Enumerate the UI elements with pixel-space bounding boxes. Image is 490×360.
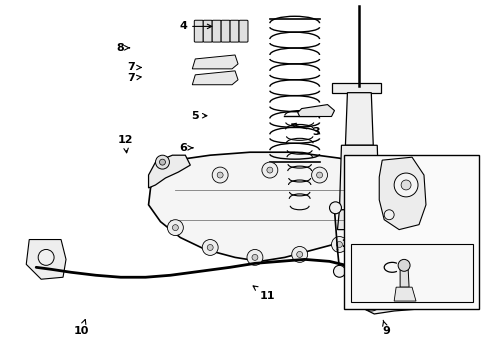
- Circle shape: [217, 172, 223, 178]
- Polygon shape: [379, 157, 426, 230]
- Circle shape: [368, 297, 375, 305]
- Circle shape: [252, 255, 258, 260]
- Circle shape: [329, 202, 342, 214]
- Polygon shape: [400, 267, 409, 287]
- Circle shape: [361, 291, 381, 311]
- FancyBboxPatch shape: [230, 20, 239, 42]
- Circle shape: [455, 285, 463, 293]
- Circle shape: [449, 279, 469, 299]
- Bar: [351, 244, 473, 302]
- Polygon shape: [345, 93, 373, 145]
- Polygon shape: [148, 152, 384, 261]
- Polygon shape: [340, 145, 379, 210]
- Polygon shape: [26, 239, 66, 279]
- Circle shape: [212, 167, 228, 183]
- Circle shape: [247, 249, 263, 265]
- Circle shape: [297, 251, 303, 257]
- Circle shape: [267, 167, 273, 173]
- Bar: [344, 155, 479, 309]
- Text: 8: 8: [116, 43, 129, 53]
- Polygon shape: [361, 277, 464, 314]
- Circle shape: [332, 237, 347, 252]
- Polygon shape: [148, 155, 190, 188]
- FancyBboxPatch shape: [203, 20, 212, 42]
- Circle shape: [351, 182, 368, 198]
- FancyBboxPatch shape: [195, 20, 203, 42]
- Circle shape: [401, 180, 411, 190]
- Text: 2: 2: [342, 235, 354, 249]
- Circle shape: [384, 210, 394, 220]
- Circle shape: [312, 167, 327, 183]
- Circle shape: [262, 162, 278, 178]
- Circle shape: [292, 247, 308, 262]
- FancyBboxPatch shape: [239, 20, 248, 42]
- Text: 7: 7: [127, 63, 141, 72]
- Circle shape: [202, 239, 218, 255]
- Circle shape: [168, 220, 183, 235]
- Text: 9: 9: [382, 320, 390, 336]
- Circle shape: [317, 172, 322, 178]
- Polygon shape: [394, 287, 416, 301]
- Circle shape: [361, 207, 377, 223]
- Text: 3: 3: [292, 123, 320, 137]
- Polygon shape: [332, 83, 381, 93]
- Text: 7: 7: [127, 73, 141, 83]
- Circle shape: [394, 173, 418, 197]
- Circle shape: [38, 249, 54, 265]
- Text: 12: 12: [117, 135, 133, 153]
- Circle shape: [356, 187, 362, 193]
- Polygon shape: [192, 71, 238, 85]
- Circle shape: [172, 225, 178, 231]
- Circle shape: [155, 155, 170, 169]
- Text: 10: 10: [74, 320, 89, 336]
- Circle shape: [337, 242, 343, 247]
- Polygon shape: [192, 55, 238, 69]
- Text: 4: 4: [179, 21, 212, 31]
- FancyBboxPatch shape: [212, 20, 221, 42]
- Polygon shape: [298, 105, 335, 117]
- Polygon shape: [338, 210, 381, 230]
- Text: 6: 6: [179, 143, 193, 153]
- Circle shape: [159, 159, 166, 165]
- Text: 11: 11: [253, 286, 275, 301]
- Circle shape: [398, 260, 410, 271]
- Text: 1: 1: [409, 193, 433, 210]
- FancyBboxPatch shape: [221, 20, 230, 42]
- Circle shape: [334, 265, 345, 277]
- Bar: [338, 225, 381, 233]
- Circle shape: [207, 244, 213, 251]
- Circle shape: [367, 212, 372, 218]
- Text: 5: 5: [192, 111, 207, 121]
